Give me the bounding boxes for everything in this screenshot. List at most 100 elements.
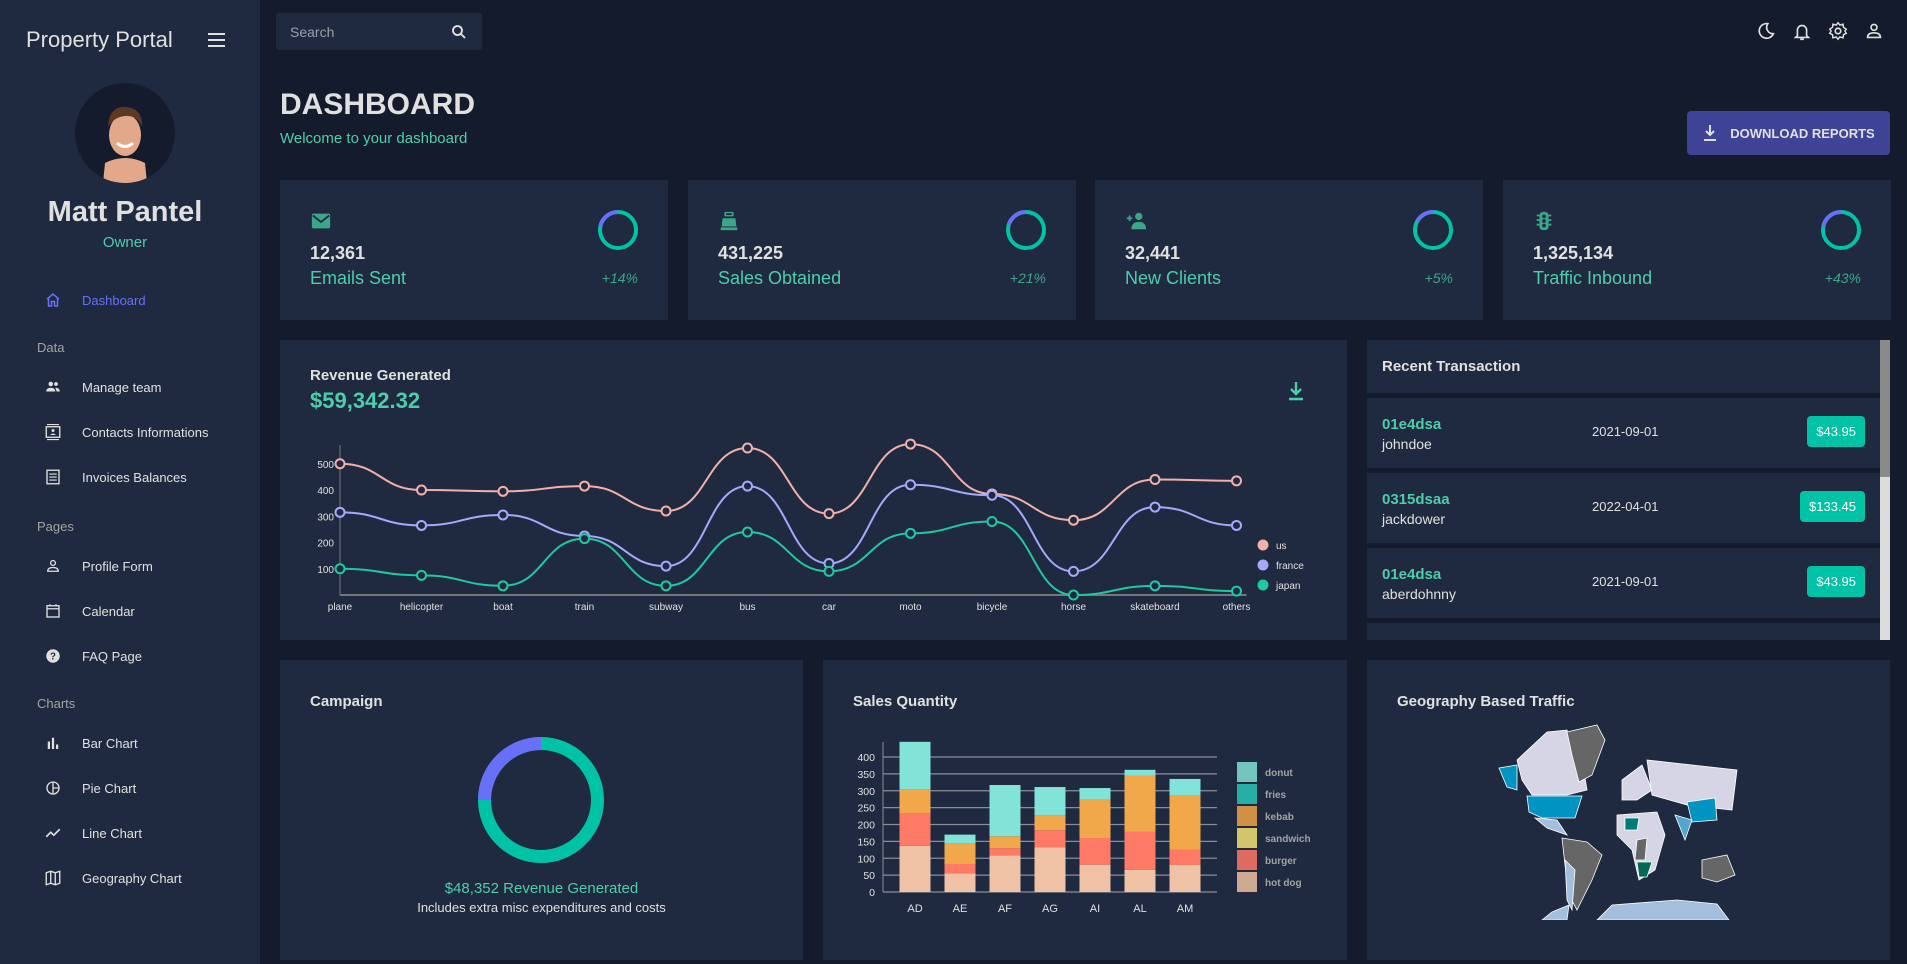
sales-title: Sales Quantity <box>853 693 958 710</box>
search-icon[interactable] <box>450 23 468 41</box>
map-icon <box>45 870 61 886</box>
people-icon <box>46 381 60 392</box>
menu-toggle-icon[interactable] <box>208 33 225 47</box>
transactions-title: Recent Transaction <box>1382 358 1521 375</box>
progress-circle <box>1006 210 1046 250</box>
transaction-row[interactable]: 0315dsaa jackdower 2022-04-01 $133.45 <box>1367 473 1880 543</box>
email-icon <box>311 213 331 229</box>
avatar <box>75 83 175 183</box>
transaction-row[interactable]: 01e4dsa aberdohnny 2021-09-01 $43.95 <box>1367 548 1880 618</box>
stat-increase: +43% <box>1824 270 1861 286</box>
transaction-cost-badge: $43.95 <box>1807 566 1865 597</box>
stat-increase: +14% <box>601 270 638 286</box>
map-antarctica <box>1596 899 1730 920</box>
map-india <box>1674 814 1693 842</box>
sidebar-item-geography-chart[interactable]: Geography Chart <box>44 866 182 890</box>
sidebar-item-label: Geography Chart <box>82 870 182 886</box>
map-mexico <box>1533 817 1568 836</box>
person-icon <box>47 559 59 572</box>
sidebar-item-invoices-balances[interactable]: Invoices Balances <box>44 465 187 489</box>
point-of-sale-icon <box>720 211 738 231</box>
moon-icon[interactable] <box>1755 20 1777 42</box>
map-alaska <box>1498 764 1518 791</box>
map-africa-mid <box>1634 837 1648 861</box>
search-input[interactable] <box>290 23 440 40</box>
sidebar-item-label: Line Chart <box>82 825 142 841</box>
map-china <box>1686 797 1718 823</box>
stat-label: Emails Sent <box>310 268 407 288</box>
transactions-header: Recent Transaction <box>1367 340 1880 393</box>
traffic-icon <box>1536 211 1552 231</box>
map-australia <box>1701 854 1736 883</box>
stat-card-emails-sent: 12,361 Emails Sent +14% <box>280 180 668 320</box>
sidebar-item-dashboard[interactable]: Dashboard <box>44 288 146 312</box>
transaction-id: 01e4dsa <box>1382 566 1442 583</box>
person-icon[interactable] <box>1863 20 1885 42</box>
pie-chart-icon <box>46 781 60 795</box>
campaign-panel: Campaign $48,352 Revenue Generated Inclu… <box>280 660 803 960</box>
stat-value: 431,225 <box>718 243 784 263</box>
map-south-america-west <box>1564 858 1576 912</box>
sidebar: Property Portal Matt Pantel Owner Dashbo… <box>0 0 260 964</box>
stat-value: 1,325,134 <box>1533 243 1614 263</box>
download-reports-label: DOWNLOAD REPORTS <box>1730 125 1875 141</box>
contacts-icon <box>45 423 61 441</box>
geo-title: Geography Based Traffic <box>1397 693 1575 710</box>
user-name: Matt Pantel <box>47 196 203 228</box>
campaign-note: Includes extra misc expenditures and cos… <box>417 900 666 915</box>
revenue-amount: $59,342.32 <box>310 388 421 413</box>
stat-card-traffic-inbound: 1,325,134 Traffic Inbound +43% <box>1503 180 1891 320</box>
sidebar-item-line-chart[interactable]: Line Chart <box>44 821 142 845</box>
bell-icon[interactable] <box>1791 20 1813 42</box>
sidebar-item-bar-chart[interactable]: Bar Chart <box>44 731 138 755</box>
download-icon <box>1704 125 1717 141</box>
help-icon: ? <box>46 649 60 663</box>
transaction-user: johndoe <box>1382 436 1432 452</box>
map-africa-north <box>1624 817 1640 831</box>
transaction-user: jackdower <box>1382 511 1446 527</box>
person-add-icon <box>1126 212 1147 230</box>
sidebar-section-pages: Pages <box>37 519 74 534</box>
stat-label: New Clients <box>1125 268 1222 288</box>
map-antarctica-west <box>1541 904 1570 920</box>
download-icon[interactable] <box>1287 380 1305 402</box>
sidebar-item-faq-page[interactable]: ? FAQ Page <box>44 644 142 668</box>
revenue-title: Revenue Generated <box>310 367 451 384</box>
home-icon <box>46 293 60 307</box>
campaign-revenue: $48,352 Revenue Generated <box>444 880 639 897</box>
sidebar-item-label: Pie Chart <box>82 780 137 796</box>
world-map[interactable] <box>1487 720 1747 920</box>
sales-panel: Sales Quantity <box>823 660 1347 960</box>
gear-icon[interactable] <box>1827 20 1849 42</box>
transaction-user: aberdohnny <box>1382 586 1456 602</box>
stat-card-new-clients: 32,441 New Clients +5% <box>1095 180 1483 320</box>
transaction-row[interactable]: 01e4dsa johndoe 2021-09-01 $43.95 <box>1367 398 1880 468</box>
map-usa <box>1526 795 1583 819</box>
map-europe <box>1621 764 1653 801</box>
transaction-cost-badge: $133.45 <box>1800 491 1865 522</box>
stat-card-sales-obtained: 431,225 Sales Obtained +21% <box>688 180 1076 320</box>
transaction-date: 2021-09-01 <box>1592 424 1659 439</box>
scrollbar[interactable] <box>1880 340 1890 640</box>
progress-circle <box>1413 210 1453 250</box>
sidebar-item-label: Calendar <box>82 603 135 619</box>
sidebar-item-label: Contacts Informations <box>82 424 209 440</box>
sidebar-item-pie-chart[interactable]: Pie Chart <box>44 776 136 800</box>
search-bar[interactable] <box>276 13 482 50</box>
transaction-id: 0315dsaa <box>1382 491 1450 508</box>
sidebar-item-profile-form[interactable]: Profile Form <box>44 554 153 578</box>
sidebar-item-contacts-informations[interactable]: Contacts Informations <box>44 420 208 444</box>
calendar-icon <box>46 604 60 618</box>
download-reports-button[interactable]: DOWNLOAD REPORTS <box>1687 111 1890 155</box>
sidebar-item-label: Invoices Balances <box>82 469 187 485</box>
transaction-id: 01e4dsa <box>1382 416 1442 433</box>
stat-increase: +5% <box>1424 270 1453 286</box>
sidebar-item-label: FAQ Page <box>82 648 142 664</box>
transaction-cost-badge: $43.95 <box>1807 416 1865 447</box>
transaction-date: 2022-04-01 <box>1592 499 1659 514</box>
sidebar-item-calendar[interactable]: Calendar <box>44 599 135 623</box>
sidebar-section-data: Data <box>37 340 65 355</box>
sidebar-item-label: Dashboard <box>82 292 146 308</box>
stat-value: 12,361 <box>310 243 366 263</box>
sidebar-item-manage-team[interactable]: Manage team <box>44 375 162 399</box>
